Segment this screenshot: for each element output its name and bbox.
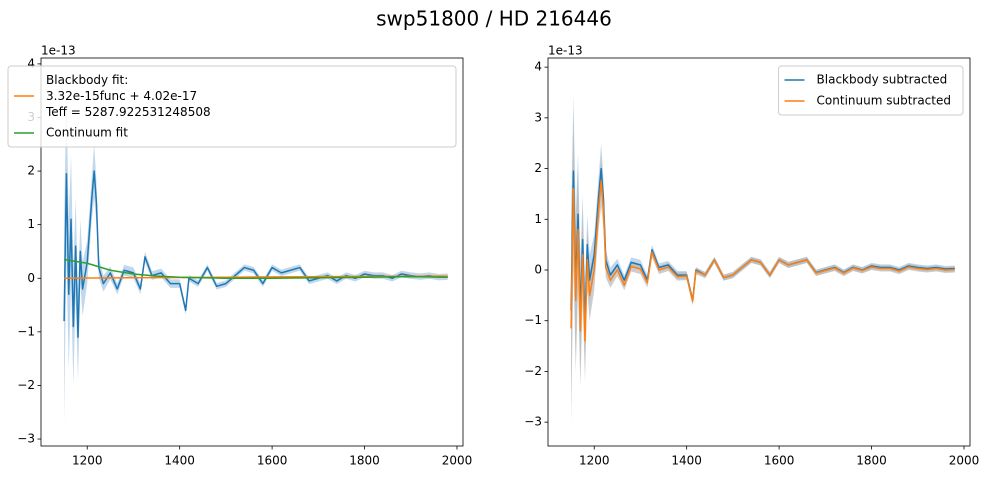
- y-tick-label: −2: [17, 378, 35, 392]
- plot-area: [570, 95, 955, 425]
- figure-title: swp51800 / HD 216446: [376, 7, 612, 31]
- y-tick-label: −1: [17, 324, 35, 338]
- x-tick-label: 2000: [442, 454, 473, 468]
- y-tick-label: −3: [17, 432, 35, 446]
- y-tick-label: −3: [524, 415, 542, 429]
- x-tick-label: 1800: [856, 454, 887, 468]
- x-tick-label: 1800: [349, 454, 380, 468]
- x-tick-label: 2000: [949, 454, 980, 468]
- data-line: [63, 258, 448, 280]
- x-tick-label: 1400: [671, 454, 702, 468]
- axes-frame: [40, 57, 464, 447]
- legend: Blackbody subtracted Continuum subtracted: [778, 65, 964, 116]
- legend: Blackbody fit: 3.32e-15func + 4.02e-17 Tef…: [7, 65, 457, 148]
- y-tick-label: 4: [27, 56, 35, 70]
- y-tick-label: 2: [534, 161, 542, 175]
- offset-text: 1e-13: [548, 44, 583, 58]
- x-tick-label: 1200: [72, 454, 103, 468]
- data-line: [64, 275, 448, 280]
- x-tick-label: 1200: [579, 454, 610, 468]
- error-band: [571, 95, 955, 407]
- y-tick-label: 0: [27, 271, 35, 285]
- legend-label: Continuum subtracted: [817, 94, 951, 108]
- axes-frame: [547, 57, 971, 447]
- legend-box: [7, 65, 457, 148]
- y-tick-label: 4: [534, 60, 542, 74]
- legend-label: Continuum fit: [46, 126, 128, 140]
- data-line: [63, 170, 448, 338]
- y-tick-label: 2: [27, 164, 35, 178]
- data-line: [570, 167, 955, 327]
- x-tick-label: 1600: [257, 454, 288, 468]
- plot-area: [63, 93, 448, 423]
- y-tick-label: 0: [534, 263, 542, 277]
- legend-box: [778, 65, 964, 116]
- y-tick-label: 3: [534, 110, 542, 124]
- x-tick-label: 1400: [164, 454, 195, 468]
- x-tick-label: 1600: [764, 454, 795, 468]
- data-line: [570, 180, 955, 342]
- y-tick-label: −2: [524, 364, 542, 378]
- legend-label: Blackbody fit: 3.32e-15func + 4.02e-17 Tef…: [45, 73, 211, 119]
- y-tick-label: 1: [27, 217, 35, 231]
- y-tick-label: −1: [524, 313, 542, 327]
- offset-text: 1e-13: [41, 44, 76, 58]
- y-tick-label: 1: [534, 212, 542, 226]
- legend-label: Blackbody subtracted: [817, 73, 948, 87]
